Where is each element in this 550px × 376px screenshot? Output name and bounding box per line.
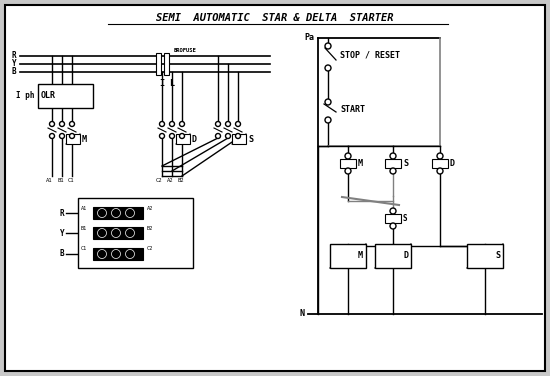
Text: Pa: Pa xyxy=(304,33,314,42)
Circle shape xyxy=(226,133,230,138)
Circle shape xyxy=(125,209,135,217)
Bar xyxy=(93,248,143,260)
Circle shape xyxy=(235,121,240,126)
Circle shape xyxy=(97,229,107,238)
Bar xyxy=(156,53,161,75)
Circle shape xyxy=(325,99,331,105)
Text: C2: C2 xyxy=(147,247,153,252)
Circle shape xyxy=(345,168,351,174)
Text: START: START xyxy=(340,105,365,114)
Bar xyxy=(375,244,411,268)
Circle shape xyxy=(325,117,331,123)
Circle shape xyxy=(179,133,184,138)
Text: S: S xyxy=(248,135,253,144)
Circle shape xyxy=(69,133,74,138)
Circle shape xyxy=(112,229,120,238)
Text: B: B xyxy=(60,250,65,259)
Bar xyxy=(385,159,401,168)
Circle shape xyxy=(59,121,64,126)
Circle shape xyxy=(216,121,221,126)
Bar xyxy=(66,134,80,144)
Bar xyxy=(330,244,366,268)
Text: BROFUSE: BROFUSE xyxy=(174,47,197,53)
Circle shape xyxy=(50,121,54,126)
Text: R: R xyxy=(12,52,16,61)
Circle shape xyxy=(390,223,396,229)
Text: A2: A2 xyxy=(167,177,173,182)
Circle shape xyxy=(390,208,396,214)
Bar xyxy=(164,53,169,75)
Circle shape xyxy=(390,168,396,174)
Text: M: M xyxy=(358,252,363,261)
Circle shape xyxy=(169,133,174,138)
Circle shape xyxy=(169,121,174,126)
Circle shape xyxy=(437,153,443,159)
Text: Y: Y xyxy=(60,229,65,238)
Text: D: D xyxy=(403,252,408,261)
Text: R: R xyxy=(60,209,65,217)
Circle shape xyxy=(160,121,164,126)
Text: A2: A2 xyxy=(147,206,153,211)
Circle shape xyxy=(179,121,184,126)
Circle shape xyxy=(97,209,107,217)
Bar xyxy=(340,159,356,168)
Bar xyxy=(232,134,246,144)
Bar xyxy=(93,227,143,239)
Text: B1: B1 xyxy=(57,177,63,182)
Circle shape xyxy=(50,133,54,138)
Circle shape xyxy=(97,250,107,259)
Text: C1: C1 xyxy=(81,247,87,252)
Circle shape xyxy=(160,133,164,138)
Circle shape xyxy=(390,153,396,159)
Bar xyxy=(432,159,448,168)
Text: A1: A1 xyxy=(81,206,87,211)
Circle shape xyxy=(59,133,64,138)
Bar xyxy=(38,84,93,108)
Circle shape xyxy=(226,121,230,126)
Text: D: D xyxy=(192,135,197,144)
Bar xyxy=(78,198,193,268)
Circle shape xyxy=(69,121,74,126)
Bar xyxy=(93,207,143,219)
Bar xyxy=(467,244,503,268)
Circle shape xyxy=(112,209,120,217)
Text: SEMI  AUTOMATIC  STAR & DELTA  STARTER: SEMI AUTOMATIC STAR & DELTA STARTER xyxy=(156,13,394,23)
Text: M: M xyxy=(358,159,363,168)
Circle shape xyxy=(112,250,120,259)
Text: N: N xyxy=(300,309,305,318)
Circle shape xyxy=(437,168,443,174)
Text: D: D xyxy=(450,159,455,168)
Circle shape xyxy=(216,133,221,138)
Text: M: M xyxy=(82,135,87,144)
Text: S: S xyxy=(495,252,500,261)
Text: I ph: I ph xyxy=(16,91,35,100)
Circle shape xyxy=(325,43,331,49)
Text: A1: A1 xyxy=(46,177,52,182)
Text: C2: C2 xyxy=(156,177,162,182)
Circle shape xyxy=(125,250,135,259)
Circle shape xyxy=(345,153,351,159)
Text: B2: B2 xyxy=(147,226,153,230)
Text: B2: B2 xyxy=(178,177,184,182)
Text: Y: Y xyxy=(12,59,16,68)
Text: B: B xyxy=(12,68,16,76)
Text: C1: C1 xyxy=(68,177,74,182)
Circle shape xyxy=(325,65,331,71)
Text: OLR: OLR xyxy=(41,91,56,100)
Circle shape xyxy=(235,133,240,138)
Circle shape xyxy=(125,229,135,238)
Text: STOP / RESET: STOP / RESET xyxy=(340,50,400,59)
Text: S: S xyxy=(403,159,408,168)
Text: B1: B1 xyxy=(81,226,87,230)
Bar xyxy=(176,134,190,144)
Text: I L: I L xyxy=(160,79,175,88)
Text: S: S xyxy=(403,214,408,223)
Bar xyxy=(385,214,401,223)
